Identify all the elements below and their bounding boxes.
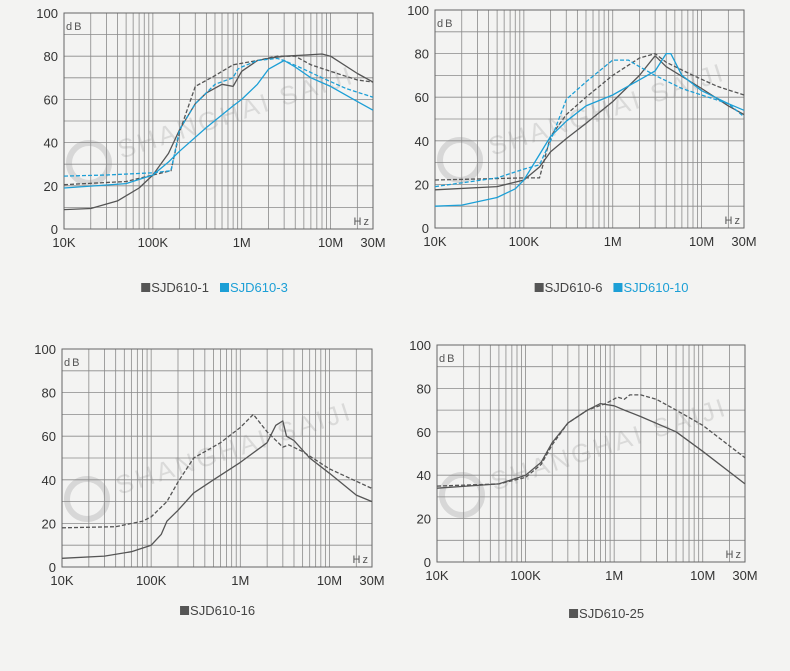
chart-3: SHANGHAI SAIJI 0 20 40 60 80 100 10K 100K 1M 10M 30… [34, 342, 384, 618]
legend-label: SJD610-10 [623, 280, 688, 295]
x-tick-label: 30M [359, 573, 384, 588]
x-tick-label: 30M [732, 568, 757, 583]
y-tick-label: 80 [44, 49, 58, 64]
y-tick-label: 100 [36, 6, 58, 21]
y-tick-label: 20 [44, 179, 58, 194]
y-tick-label: 60 [42, 429, 56, 444]
watermark-logo [64, 476, 110, 522]
chart-1: SHANGHAI SAIJI 0 20 40 60 80 100 10K 100K 1M 10M 30… [36, 6, 385, 295]
legend: SJD610-6 SJD610-10 [534, 280, 688, 295]
series-line-sjd610-25-dashed [436, 394, 746, 487]
grid [61, 348, 373, 568]
y-axis-unit: dB [439, 353, 456, 365]
y-tick-label: 0 [424, 555, 431, 570]
y-tick-label: 100 [409, 338, 431, 353]
y-axis-unit: dB [66, 21, 83, 33]
y-tick-label: 60 [415, 90, 429, 105]
legend-swatch [220, 283, 229, 292]
x-tick-label: 10M [689, 234, 714, 249]
legend-swatch [141, 283, 151, 292]
y-tick-label: 60 [44, 92, 58, 107]
watermark-text: SHANGHAI SAIJI [114, 60, 358, 165]
x-tick-label: 10K [423, 234, 446, 249]
chart-2: SHANGHAI SAIJI 0 20 40 60 80 100 10K 100K 1M 10M 30… [407, 3, 756, 295]
y-tick-label: 0 [422, 221, 429, 236]
x-tick-label: 10K [52, 235, 75, 250]
series-line-sjd610-6-dashed [434, 52, 745, 181]
legend-label: SJD610-25 [579, 606, 644, 621]
y-axis-unit: dB [437, 18, 454, 30]
y-tick-label: 40 [415, 134, 429, 149]
series-line-sjd610-16-dashed [61, 413, 373, 529]
grid [63, 12, 374, 230]
x-tick-label: 100K [509, 234, 540, 249]
x-tick-label: 30M [731, 234, 756, 249]
y-tick-label: 20 [42, 516, 56, 531]
x-tick-label: 10K [50, 573, 73, 588]
y-tick-label: 100 [34, 342, 56, 357]
watermark-text: SHANGHAI SAIJI [112, 396, 356, 501]
series-line-sjd610-1-solid [63, 53, 374, 211]
y-tick-label: 80 [42, 386, 56, 401]
y-tick-label: 40 [44, 136, 58, 151]
x-tick-label: 10M [690, 568, 715, 583]
watermark-logo [439, 472, 485, 518]
x-tick-label: 10M [318, 235, 343, 250]
y-tick-label: 0 [49, 560, 56, 575]
x-axis-unit: Hz [726, 549, 743, 561]
x-tick-label: 100K [138, 235, 169, 250]
y-tick-label: 100 [407, 3, 429, 18]
series-line-sjd610-10-solid [434, 52, 745, 207]
y-tick-label: 60 [417, 425, 431, 440]
x-tick-label: 1M [233, 235, 251, 250]
series-line-sjd610-3-dashed [63, 57, 374, 177]
x-tick-label: 100K [510, 568, 541, 583]
legend-label: SJD610-16 [190, 603, 255, 618]
x-tick-label: 10K [425, 568, 448, 583]
grid [434, 9, 745, 229]
plot-frame [63, 12, 374, 230]
grid [436, 344, 746, 563]
x-tick-label: 1M [605, 568, 623, 583]
legend: SJD610-1 SJD610-3 [141, 280, 288, 295]
legend-swatch [569, 609, 579, 618]
y-tick-label: 80 [415, 47, 429, 62]
series-line-sjd610-16-solid [61, 420, 373, 559]
legend-label: SJD610-1 [151, 280, 209, 295]
plot-frame [436, 344, 746, 563]
legend-label: SJD610-3 [230, 280, 288, 295]
x-tick-label: 100K [136, 573, 167, 588]
legend-label: SJD610-6 [545, 280, 603, 295]
x-axis-unit: Hz [725, 215, 742, 227]
x-tick-label: 30M [360, 235, 385, 250]
legend: SJD610-25 [569, 606, 644, 621]
x-tick-label: 1M [604, 234, 622, 249]
y-tick-label: 0 [51, 222, 58, 237]
series-line-sjd610-3-solid [63, 59, 374, 189]
legend-swatch [180, 606, 190, 615]
legend: SJD610-16 [180, 603, 255, 618]
series-line-sjd610-10-dashed [434, 59, 745, 188]
plot-frame [61, 348, 373, 568]
y-tick-label: 80 [417, 381, 431, 396]
x-axis-unit: Hz [353, 554, 370, 566]
y-tick-label: 20 [417, 512, 431, 527]
y-tick-label: 40 [42, 473, 56, 488]
x-axis-unit: Hz [354, 216, 371, 228]
x-tick-label: 10M [317, 573, 342, 588]
watermark-text: SHANGHAI SAIJI [485, 57, 729, 162]
watermark-logo [66, 140, 112, 186]
series-line-sjd610-25-solid [436, 402, 746, 489]
legend-swatch [613, 283, 623, 292]
plot-frame [434, 9, 745, 229]
y-axis-unit: dB [64, 357, 81, 369]
legend-swatch [534, 283, 544, 292]
x-tick-label: 1M [231, 573, 249, 588]
y-tick-label: 40 [417, 468, 431, 483]
watermark-logo [437, 137, 483, 183]
y-tick-label: 20 [415, 177, 429, 192]
